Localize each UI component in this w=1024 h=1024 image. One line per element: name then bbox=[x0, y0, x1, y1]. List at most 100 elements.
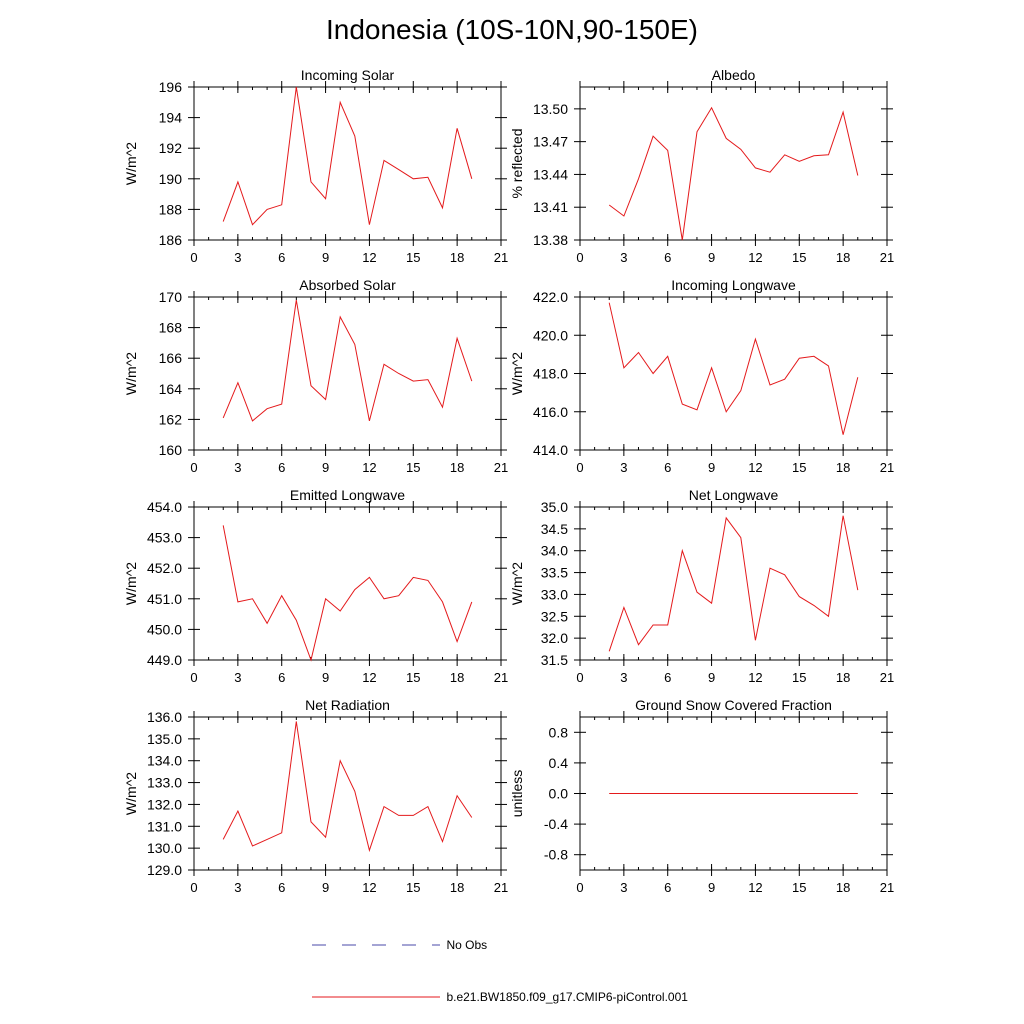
y-tick-label: 134.0 bbox=[147, 753, 182, 769]
y-tick-label: 130.0 bbox=[147, 840, 182, 856]
y-axis-label: W/m^2 bbox=[123, 772, 139, 815]
y-tick-label: 35.0 bbox=[541, 499, 568, 515]
page-title: Indonesia (10S-10N,90-150E) bbox=[325, 14, 698, 45]
x-tick-label: 9 bbox=[708, 670, 715, 685]
y-tick-label: 452.0 bbox=[147, 560, 182, 576]
y-tick-label: 129.0 bbox=[147, 862, 182, 878]
y-tick-label: 164 bbox=[159, 381, 183, 397]
legend-obs-label: No Obs bbox=[446, 938, 488, 952]
x-tick-label: 18 bbox=[450, 460, 464, 475]
y-tick-label: 422.0 bbox=[533, 289, 568, 305]
y-tick-label: 450.0 bbox=[147, 621, 182, 637]
x-tick-label: 21 bbox=[494, 250, 508, 265]
x-tick-label: 12 bbox=[362, 670, 376, 685]
panel-albedo: Albedo % reflected 0 3 6 9 12 15 18 21 13.38 13.41 1… bbox=[509, 67, 894, 265]
legend-obs-swatch bbox=[312, 944, 440, 946]
x-tick-label: 9 bbox=[708, 460, 715, 475]
y-axis-label: W/m^2 bbox=[509, 562, 525, 605]
y-tick-label: 418.0 bbox=[533, 366, 568, 382]
x-tick-label: 3 bbox=[234, 250, 241, 265]
legend-obs: No Obs bbox=[310, 936, 487, 954]
y-tick-label: 13.47 bbox=[533, 134, 568, 150]
plot-frame bbox=[193, 716, 502, 871]
panel-incoming-longwave: Incoming Longwave W/m^2 0 3 6 9 12 15 18 21 414.0 4… bbox=[509, 277, 894, 475]
x-tick-label: 18 bbox=[836, 460, 850, 475]
panel-title: Incoming Longwave bbox=[671, 277, 796, 293]
x-tick-label: 12 bbox=[748, 460, 762, 475]
y-tick-label: 132.0 bbox=[147, 796, 182, 812]
y-tick-label: 420.0 bbox=[533, 327, 568, 343]
x-tick-label: 21 bbox=[494, 880, 508, 895]
series-line bbox=[222, 721, 473, 853]
x-tick-label: 15 bbox=[406, 670, 420, 685]
panel-title: Incoming Solar bbox=[301, 67, 395, 83]
y-tick-label: -0.8 bbox=[544, 847, 568, 863]
y-tick-label: 13.41 bbox=[533, 199, 568, 215]
y-tick-label: 0.8 bbox=[549, 724, 569, 740]
y-tick-label: 136.0 bbox=[147, 709, 182, 725]
panel-title: Net Longwave bbox=[689, 487, 779, 503]
plot-frame bbox=[579, 506, 888, 661]
plot-frame bbox=[193, 506, 502, 661]
plot-frame bbox=[579, 86, 888, 241]
legend-model-label: b.e21.BW1850.f09_g17.CMIP6-piControl.001 bbox=[446, 990, 688, 1004]
legend-model: b.e21.BW1850.f09_g17.CMIP6-piControl.001 bbox=[310, 988, 688, 1006]
panel-title: Net Radiation bbox=[305, 697, 390, 713]
x-tick-label: 3 bbox=[234, 460, 241, 475]
x-tick-label: 21 bbox=[494, 670, 508, 685]
y-tick-label: 33.0 bbox=[541, 586, 568, 602]
x-tick-label: 18 bbox=[450, 880, 464, 895]
y-tick-label: 0.4 bbox=[549, 755, 569, 771]
y-tick-label: 33.5 bbox=[541, 565, 568, 581]
x-tick-label: 15 bbox=[406, 250, 420, 265]
x-tick-label: 21 bbox=[880, 250, 894, 265]
y-tick-label: 131.0 bbox=[147, 818, 182, 834]
x-tick-label: 15 bbox=[792, 880, 806, 895]
y-axis-label: W/m^2 bbox=[123, 562, 139, 605]
x-tick-label: 3 bbox=[620, 460, 627, 475]
x-tick-label: 12 bbox=[362, 460, 376, 475]
y-tick-label: 32.5 bbox=[541, 608, 568, 624]
x-tick-label: 0 bbox=[576, 250, 583, 265]
y-tick-label: 162 bbox=[159, 411, 183, 427]
x-tick-label: 18 bbox=[450, 250, 464, 265]
y-tick-label: 192 bbox=[159, 140, 183, 156]
x-tick-label: 6 bbox=[664, 460, 671, 475]
x-tick-label: 9 bbox=[322, 460, 329, 475]
x-tick-label: 6 bbox=[278, 880, 285, 895]
y-tick-label: 186 bbox=[159, 232, 183, 248]
y-tick-label: 160 bbox=[159, 442, 183, 458]
x-tick-label: 9 bbox=[322, 880, 329, 895]
x-tick-label: 3 bbox=[234, 670, 241, 685]
y-tick-label: 453.0 bbox=[147, 530, 182, 546]
x-tick-label: 0 bbox=[190, 670, 197, 685]
y-tick-label: 188 bbox=[159, 201, 183, 217]
y-tick-label: 34.5 bbox=[541, 521, 568, 537]
y-tick-label: 454.0 bbox=[147, 499, 182, 515]
x-tick-label: 9 bbox=[322, 250, 329, 265]
x-tick-label: 12 bbox=[362, 250, 376, 265]
y-tick-label: 190 bbox=[159, 171, 183, 187]
y-tick-label: 31.5 bbox=[541, 652, 568, 668]
x-tick-label: 6 bbox=[664, 670, 671, 685]
x-tick-label: 15 bbox=[792, 670, 806, 685]
y-axis-label: W/m^2 bbox=[123, 352, 139, 395]
x-tick-label: 0 bbox=[190, 880, 197, 895]
x-tick-label: 9 bbox=[322, 670, 329, 685]
y-axis-label: W/m^2 bbox=[509, 352, 525, 395]
y-tick-label: 34.0 bbox=[541, 543, 568, 559]
y-tick-label: 13.38 bbox=[533, 232, 568, 248]
panel-title: Absorbed Solar bbox=[299, 277, 396, 293]
x-tick-label: 3 bbox=[620, 670, 627, 685]
x-tick-label: 21 bbox=[880, 460, 894, 475]
x-tick-label: 0 bbox=[190, 460, 197, 475]
x-tick-label: 18 bbox=[836, 670, 850, 685]
series-line bbox=[222, 86, 473, 226]
panel-title: Emitted Longwave bbox=[290, 487, 405, 503]
panel-net-radiation: Net Radiation W/m^2 0 3 6 9 12 15 18 21 129.0 130.0… bbox=[123, 697, 508, 895]
x-tick-label: 9 bbox=[708, 880, 715, 895]
y-tick-label: 416.0 bbox=[533, 404, 568, 420]
x-tick-label: 6 bbox=[664, 250, 671, 265]
x-tick-label: 21 bbox=[880, 880, 894, 895]
